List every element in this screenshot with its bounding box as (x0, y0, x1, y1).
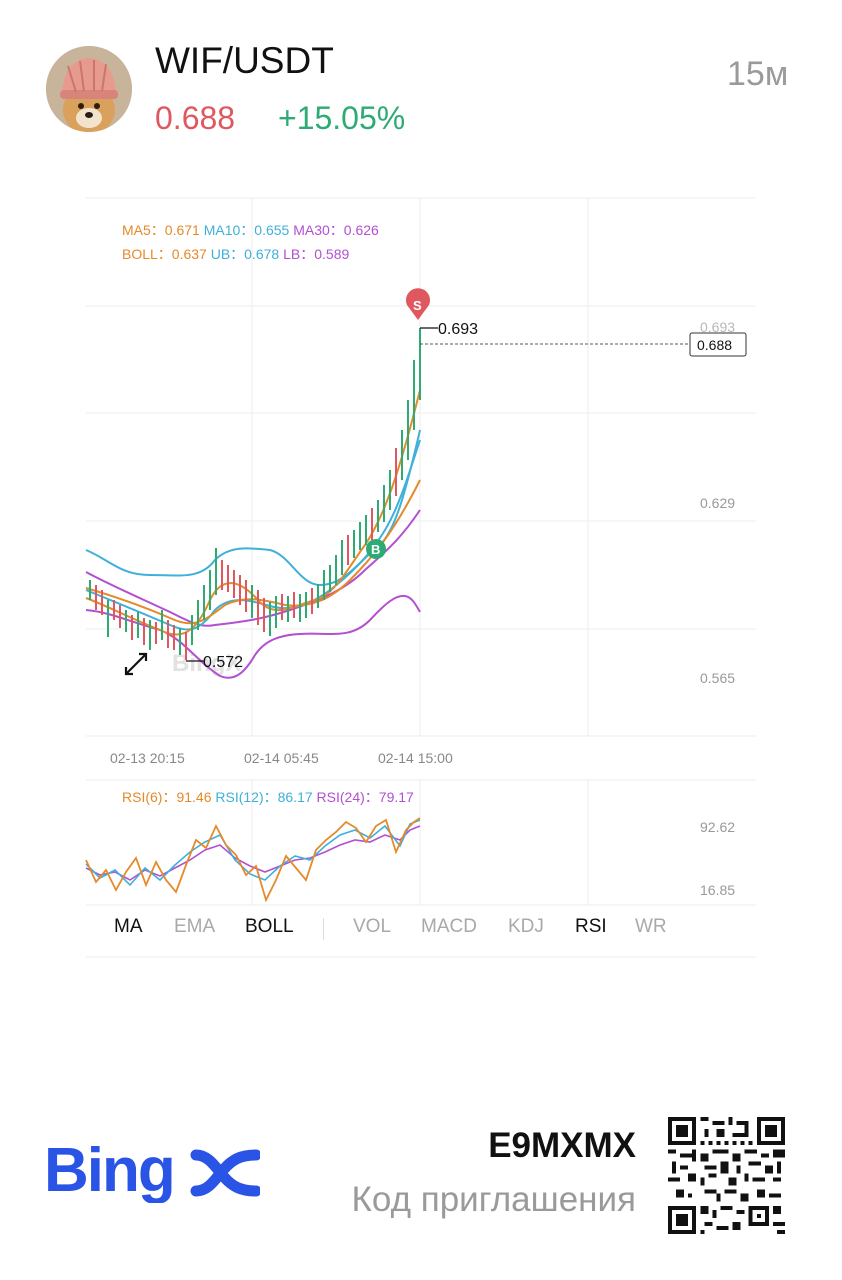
tab-vol[interactable]: VOL (353, 916, 392, 937)
invite-code: E9MXMX (488, 1126, 636, 1165)
ma5-value: MA5：0.671 (122, 222, 200, 238)
tab-divider (323, 918, 324, 940)
x-tick-1: 02-13 20:15 (110, 750, 185, 766)
current-price-tag (689, 332, 747, 357)
boll-upper-line (85, 429, 421, 587)
rsi12-line (85, 819, 421, 887)
current-price-tag-text: 0.688 (697, 337, 732, 353)
tab-boll[interactable]: BOLL (245, 916, 294, 937)
price-chart[interactable]: BingX (0, 0, 842, 960)
indicator-tabs: MA EMA BOLL VOL MACD KDJ RSI WR (0, 916, 842, 950)
last-price: 0.688 (155, 100, 236, 136)
bingx-logo: Bing (44, 1133, 262, 1205)
pair-title: WIF/USDT (155, 40, 334, 81)
x-tick-2: 02-14 05:45 (244, 750, 319, 766)
candlesticks (89, 328, 421, 660)
price-change: +15.05% (278, 100, 406, 136)
boll-lb-value: LB：0.589 (283, 246, 350, 262)
invite-label: Код приглашения (351, 1180, 636, 1219)
y-tick-mid: 0.629 (700, 495, 735, 511)
rsi-y-tick-low: 16.85 (700, 882, 735, 898)
buy-marker: B (366, 539, 386, 559)
tab-ma[interactable]: MA (114, 916, 143, 937)
rsi6-value: RSI(6)：91.46 (122, 789, 212, 805)
ma10-value: MA10：0.655 (203, 222, 290, 238)
svg-text:B: B (371, 542, 380, 557)
sell-marker: S (406, 288, 430, 320)
ma-legend: MA5：0.671 MA10：0.655 MA30：0.626 (122, 220, 379, 240)
avatar (46, 46, 132, 132)
low-price-label: 0.572 (203, 654, 243, 671)
tab-ema[interactable]: EMA (174, 916, 216, 937)
high-price-label: 0.693 (438, 321, 478, 338)
rsi12-value: RSI(12)：86.17 (215, 789, 313, 805)
y-tick-low: 0.565 (700, 670, 735, 686)
ma10-line (85, 439, 421, 631)
x-tick-3: 02-14 15:00 (378, 750, 453, 766)
rsi6-line (85, 817, 421, 903)
timeframe-selector[interactable]: 15м (727, 55, 789, 93)
boll-value: BOLL：0.637 (122, 246, 207, 262)
chart-watermark: BingX (172, 650, 241, 677)
svg-text:S: S (413, 298, 422, 313)
y-tick-top: 0.693 (700, 319, 735, 335)
boll-ub-value: UB：0.678 (210, 246, 280, 262)
expand-arrows-icon[interactable] (124, 652, 148, 676)
rsi-y-tick-top: 92.62 (700, 819, 735, 835)
rsi-legend: RSI(6)：91.46 RSI(12)：86.17 RSI(24)：79.17 (122, 787, 414, 807)
ma30-value: MA30：0.626 (293, 222, 379, 238)
svg-text:Bing: Bing (44, 1136, 174, 1203)
tab-macd[interactable]: MACD (421, 916, 477, 937)
rsi24-value: RSI(24)：79.17 (316, 789, 414, 805)
boll-legend: BOLL：0.637 UB：0.678 LB：0.589 (122, 244, 349, 264)
tab-rsi[interactable]: RSI (575, 916, 607, 937)
qr-code (668, 1117, 785, 1234)
tab-wr[interactable]: WR (635, 916, 667, 937)
boll-mid-line (85, 479, 421, 625)
tab-kdj[interactable]: KDJ (508, 916, 544, 937)
